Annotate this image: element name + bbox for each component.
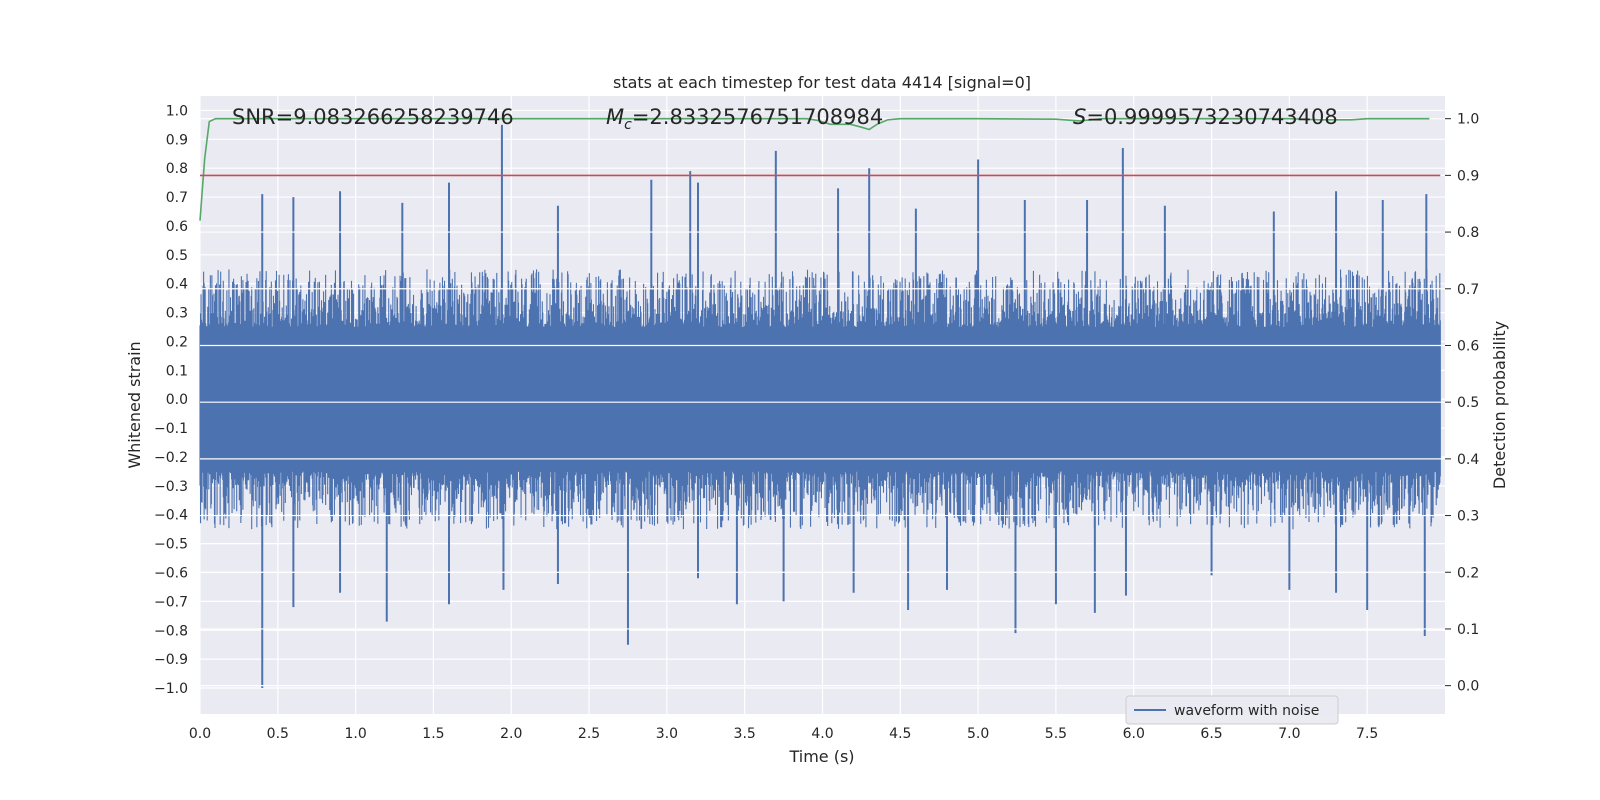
y-tick-label-right: 0.1 bbox=[1457, 622, 1479, 638]
y-tick-label-left: −0.4 bbox=[154, 508, 188, 524]
y-tick-label-left: 0.5 bbox=[166, 248, 188, 264]
y-tick-label-right: 0.0 bbox=[1457, 679, 1479, 695]
legend-label: waveform with noise bbox=[1174, 703, 1319, 719]
chirp-mass-subscript: c bbox=[624, 117, 632, 133]
x-tick-label: 5.0 bbox=[967, 726, 989, 742]
waveform-layer bbox=[199, 124, 1441, 689]
y-axis-label-right: Detection probability bbox=[1490, 321, 1509, 489]
x-tick-label: 4.5 bbox=[889, 726, 911, 742]
x-tick-label: 7.5 bbox=[1356, 726, 1378, 742]
y-tick-label-left: −0.6 bbox=[154, 565, 188, 581]
x-tick-label: 5.5 bbox=[1045, 726, 1067, 742]
y-tick-label-right: 0.5 bbox=[1457, 395, 1479, 411]
snr-annotation: SNR=9.083266258239746 bbox=[232, 105, 514, 129]
x-tick-label: 2.0 bbox=[500, 726, 522, 742]
y-tick-label-left: −1.0 bbox=[154, 681, 188, 697]
chirp-mass-value: =2.8332576751708984 bbox=[632, 105, 883, 129]
waveform-core-band bbox=[200, 332, 1441, 466]
y-tick-label-right: 0.8 bbox=[1457, 225, 1479, 241]
y-tick-label-left: 0.9 bbox=[166, 132, 188, 148]
y-tick-label-right: 0.7 bbox=[1457, 282, 1479, 298]
y-tick-label-right: 0.9 bbox=[1457, 168, 1479, 184]
detection-probability-line bbox=[199, 117, 1430, 221]
y-tick-label-left: 0.2 bbox=[166, 334, 188, 350]
y-tick-label-right: 0.4 bbox=[1457, 452, 1479, 468]
x-tick-label: 1.0 bbox=[344, 726, 366, 742]
s-symbol: S bbox=[1073, 105, 1086, 129]
x-tick-label: 3.5 bbox=[734, 726, 756, 742]
x-tick-label: 0.5 bbox=[267, 726, 289, 742]
y-tick-label-left: 0.0 bbox=[166, 392, 188, 408]
x-tick-label: 7.0 bbox=[1278, 726, 1300, 742]
y-tick-label-left: 0.8 bbox=[166, 161, 188, 177]
y-tick-label-left: −0.2 bbox=[154, 450, 188, 466]
y-tick-label-left: 0.4 bbox=[166, 277, 188, 293]
tick-layer: 0.0 0.5 1.0 1.5 2.0 2.5 3.0 3.5 4.0 4.5 5.0 5.5 6.0 6… bbox=[154, 103, 1479, 742]
right-axis-lines bbox=[199, 117, 1445, 687]
y-tick-label-left: 0.7 bbox=[166, 190, 188, 206]
y-tick-label-left: −0.3 bbox=[154, 479, 188, 495]
y-tick-label-left: −0.5 bbox=[154, 537, 188, 553]
y-tick-label-left: 0.1 bbox=[166, 363, 188, 379]
x-tick-label: 3.0 bbox=[656, 726, 678, 742]
x-tick-label: 0.0 bbox=[189, 726, 211, 742]
x-tick-label: 2.5 bbox=[578, 726, 600, 742]
x-tick-label: 4.0 bbox=[811, 726, 833, 742]
y-tick-label-right: 0.6 bbox=[1457, 338, 1479, 354]
y-tick-label-left: −0.1 bbox=[154, 421, 188, 437]
s-value: =0.9999573230743408 bbox=[1086, 105, 1337, 129]
x-tick-label: 6.0 bbox=[1123, 726, 1145, 742]
y-tick-label-right: 1.0 bbox=[1457, 112, 1479, 128]
y-tick-label-left: −0.9 bbox=[154, 652, 188, 668]
y-tick-label-left: −0.8 bbox=[154, 623, 188, 639]
legend: waveform with noise bbox=[1125, 695, 1339, 725]
y-tick-label-right: 0.2 bbox=[1457, 565, 1479, 581]
y-tick-label-left: 0.3 bbox=[166, 306, 188, 322]
y-tick-label-left: 1.0 bbox=[166, 103, 188, 119]
chirp-mass-annotation: Mc=2.8332576751708984 bbox=[606, 105, 883, 133]
s-annotation: S=0.9999573230743408 bbox=[1073, 105, 1338, 129]
x-axis-label: Time (s) bbox=[788, 747, 854, 766]
y-tick-label-right: 0.3 bbox=[1457, 509, 1479, 525]
x-tick-label: 1.5 bbox=[422, 726, 444, 742]
y-tick-label-left: 0.6 bbox=[166, 219, 188, 235]
y-axis-label-left: Whitened strain bbox=[125, 341, 144, 468]
chart-title: stats at each timestep for test data 441… bbox=[613, 73, 1031, 92]
legend-box bbox=[1125, 695, 1339, 725]
x-tick-label: 6.5 bbox=[1200, 726, 1222, 742]
y-tick-label-left: −0.7 bbox=[154, 594, 188, 610]
chirp-mass-symbol: M bbox=[606, 105, 624, 129]
